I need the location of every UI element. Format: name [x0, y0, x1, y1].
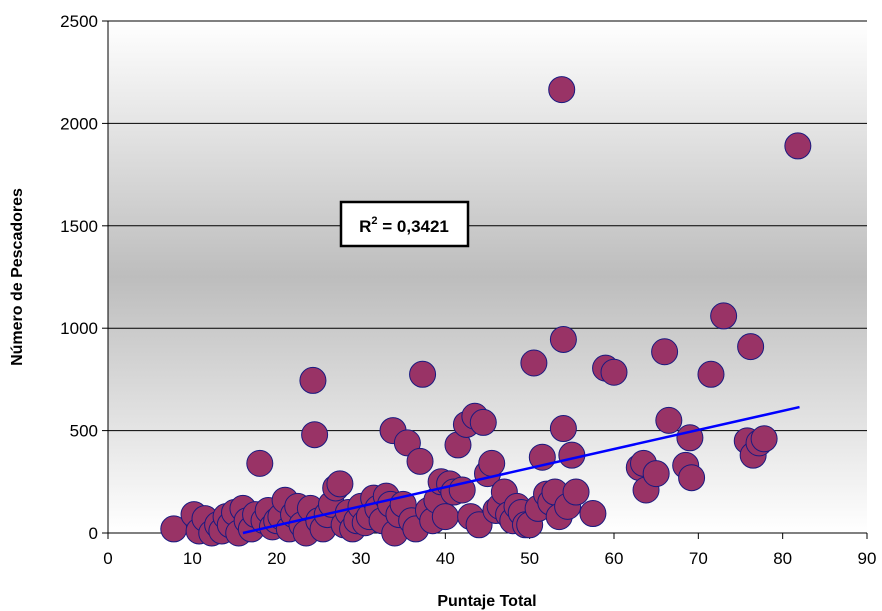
data-point	[300, 367, 326, 393]
data-point	[550, 416, 576, 442]
data-point	[410, 361, 436, 387]
x-tick-label: 70	[689, 549, 708, 568]
x-tick-label: 40	[436, 549, 455, 568]
data-point	[751, 426, 777, 452]
data-point	[559, 442, 585, 468]
y-tick-label: 1000	[60, 319, 98, 338]
data-point	[601, 359, 627, 385]
x-axis-title: Puntaje Total	[437, 593, 536, 610]
x-tick-label: 80	[773, 549, 792, 568]
data-point	[580, 501, 606, 527]
y-tick-label: 2000	[60, 114, 98, 133]
data-point	[521, 350, 547, 376]
x-tick-label: 30	[352, 549, 371, 568]
data-point	[656, 407, 682, 433]
data-point	[711, 303, 737, 329]
y-tick-label: 0	[89, 524, 98, 543]
data-point	[643, 461, 669, 487]
y-tick-label: 2500	[60, 12, 98, 31]
data-point	[679, 465, 705, 491]
data-point	[470, 409, 496, 435]
x-tick-label: 20	[267, 549, 286, 568]
x-tick-label: 90	[858, 549, 877, 568]
data-point	[327, 471, 353, 497]
y-axis-title: Número de Pescadores	[9, 188, 26, 366]
data-point	[698, 361, 724, 387]
x-tick-label: 60	[605, 549, 624, 568]
x-tick-label: 50	[520, 549, 539, 568]
y-tick-label: 1500	[60, 217, 98, 236]
data-point	[738, 334, 764, 360]
data-point	[302, 422, 328, 448]
data-point	[563, 479, 589, 505]
data-point	[479, 450, 505, 476]
y-tick-label: 500	[70, 422, 98, 441]
data-point	[550, 326, 576, 352]
data-point	[432, 504, 458, 530]
data-point	[549, 77, 575, 103]
data-point	[407, 448, 433, 474]
x-tick-label: 0	[103, 549, 112, 568]
data-point	[785, 133, 811, 159]
x-tick-label: 10	[183, 549, 202, 568]
r2-annotation: R2 = 0,3421	[341, 202, 468, 246]
data-point	[652, 339, 678, 365]
data-point	[247, 450, 273, 476]
